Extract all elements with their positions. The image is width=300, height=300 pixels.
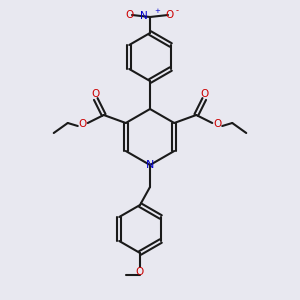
Text: N: N — [146, 160, 154, 170]
Text: O: O — [92, 89, 100, 99]
Text: O: O — [136, 267, 144, 277]
Text: O: O — [126, 10, 134, 20]
Text: +: + — [154, 8, 160, 14]
Text: O: O — [166, 10, 174, 20]
Text: O: O — [213, 119, 221, 129]
Text: O: O — [200, 89, 208, 99]
Text: N: N — [140, 11, 148, 21]
Text: -: - — [176, 7, 178, 16]
Text: O: O — [79, 119, 87, 129]
